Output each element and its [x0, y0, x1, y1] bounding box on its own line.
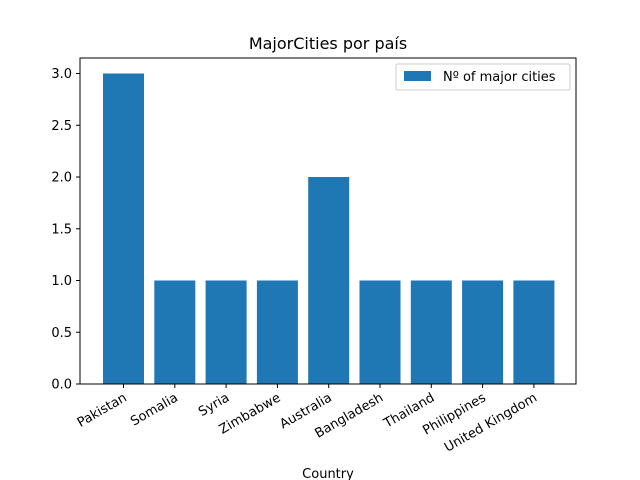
x-tick-label: Syria	[196, 390, 232, 419]
y-tick-label: 0.0	[51, 378, 72, 393]
bar-pakistan	[103, 73, 144, 384]
bar-philippines	[462, 280, 504, 384]
chart-title: MajorCities por país	[249, 34, 407, 53]
legend: Nº of major cities	[395, 63, 571, 91]
bar-zimbabwe	[256, 280, 298, 384]
x-tick-label: Pakistan	[75, 390, 130, 430]
y-tick-label: 1.5	[51, 222, 72, 237]
plot-frame	[79, 57, 577, 385]
y-tick-label: 2.0	[51, 171, 72, 186]
y-tick-label: 2.5	[51, 119, 72, 134]
y-tick-label: 1.0	[51, 274, 72, 289]
x-tick-label: United Kingdom	[442, 390, 540, 455]
bar-united-kingdom	[513, 280, 555, 384]
bar-bangladesh	[359, 280, 401, 384]
legend-label: Nº of major cities	[443, 70, 556, 85]
legend-box	[395, 63, 571, 91]
y-tick-label: 3.0	[51, 67, 72, 82]
bar-syria	[205, 280, 247, 384]
y-tick-label: 0.5	[51, 326, 72, 341]
bar-somalia	[154, 280, 196, 384]
x-tick-label: Somalia	[128, 390, 181, 429]
bar-thailand	[410, 280, 452, 384]
x-axis-label: Country	[302, 467, 354, 480]
bar-australia	[308, 177, 350, 384]
legend-swatch	[404, 71, 431, 81]
